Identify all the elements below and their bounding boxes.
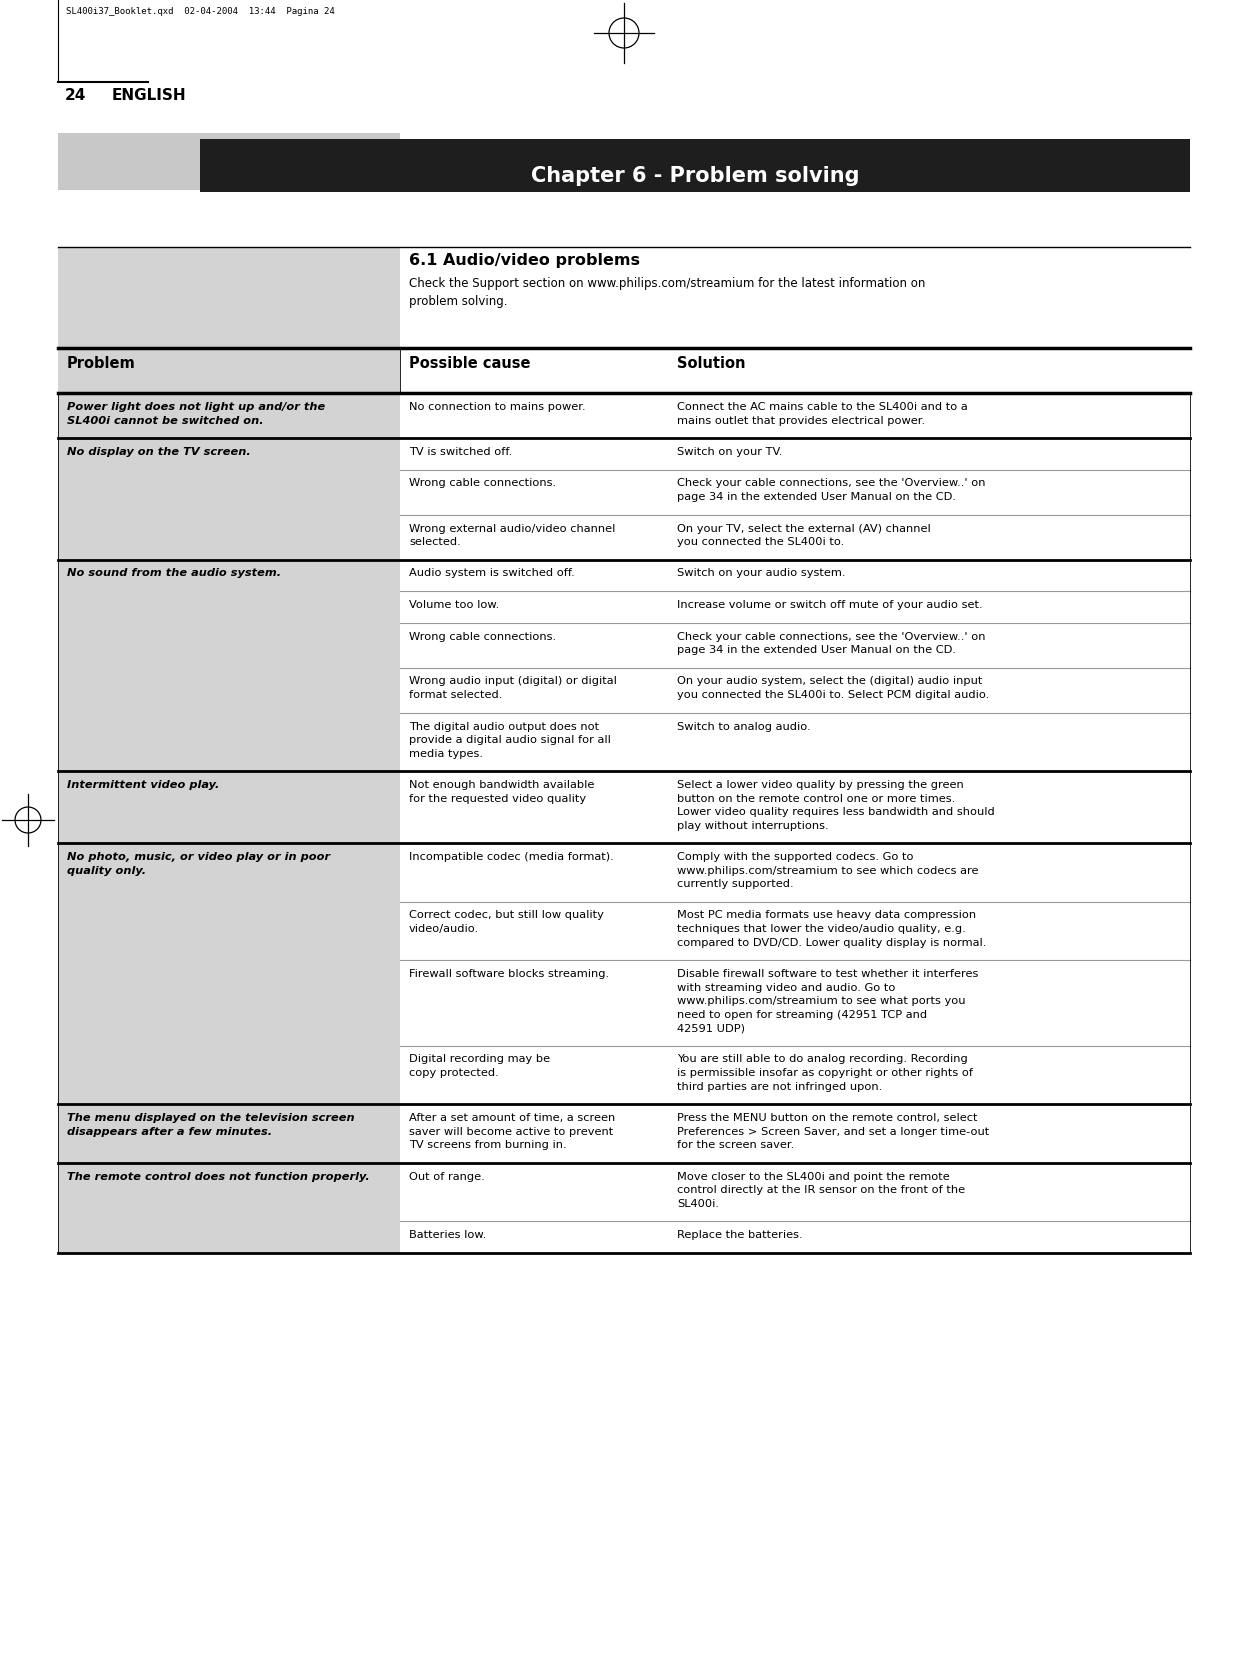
Bar [200, 139, 1190, 192]
Bar [58, 1104, 401, 1162]
Bar [58, 843, 401, 1104]
Text: Check your cable connections, see the 'Overview..' on
page 34 in the extended Us: Check your cable connections, see the 'O… [677, 478, 986, 503]
Text: Incompatible codec (media format).: Incompatible codec (media format). [409, 851, 614, 861]
Text: Firewall software blocks streaming.: Firewall software blocks streaming. [409, 969, 609, 979]
Text: Digital recording may be
copy protected.: Digital recording may be copy protected. [409, 1055, 551, 1078]
Text: No connection to mains power.: No connection to mains power. [409, 402, 585, 412]
Bar [58, 349, 401, 393]
Text: Switch on your TV.: Switch on your TV. [677, 446, 782, 456]
Bar [58, 438, 401, 559]
Text: ENGLISH: ENGLISH [112, 88, 187, 102]
Text: Replace the batteries.: Replace the batteries. [677, 1230, 802, 1240]
Text: On your audio system, select the (digital) audio input
you connected the SL400i : On your audio system, select the (digita… [677, 676, 990, 701]
Text: 6.1 Audio/video problems: 6.1 Audio/video problems [409, 253, 640, 268]
Text: Most PC media formats use heavy data compression
techniques that lower the video: Most PC media formats use heavy data com… [677, 911, 986, 947]
Text: Audio system is switched off.: Audio system is switched off. [409, 569, 575, 579]
Text: No display on the TV screen.: No display on the TV screen. [67, 446, 250, 456]
Text: No photo, music, or video play or in poor
quality only.: No photo, music, or video play or in poo… [67, 851, 330, 876]
Text: Wrong cable connections.: Wrong cable connections. [409, 631, 556, 641]
Text: Out of range.: Out of range. [409, 1172, 485, 1182]
Bar [58, 770, 401, 843]
Text: Batteries low.: Batteries low. [409, 1230, 486, 1240]
Text: TV is switched off.: TV is switched off. [409, 446, 512, 456]
Text: The menu displayed on the television screen
disappears after a few minutes.: The menu displayed on the television scr… [67, 1112, 355, 1137]
Text: Switch to analog audio.: Switch to analog audio. [677, 721, 811, 732]
Text: Press the MENU button on the remote control, select
Preferences > Screen Saver, : Press the MENU button on the remote cont… [677, 1112, 990, 1150]
Text: Check the Support section on www.philips.com/streamium for the latest informatio: Check the Support section on www.philips… [409, 278, 925, 309]
Text: Volume too low.: Volume too low. [409, 600, 500, 610]
Text: Not enough bandwidth available
for the requested video quality: Not enough bandwidth available for the r… [409, 780, 594, 803]
Text: Chapter 6 - Problem solving: Chapter 6 - Problem solving [531, 165, 859, 187]
Text: Solution: Solution [677, 355, 745, 370]
Text: Power light does not light up and/or the
SL400i cannot be switched on.: Power light does not light up and/or the… [67, 402, 325, 425]
Text: You are still able to do analog recording. Recording
is permissible insofar as c: You are still able to do analog recordin… [677, 1055, 973, 1091]
Bar [58, 246, 401, 349]
Text: Possible cause: Possible cause [409, 355, 531, 370]
Text: SL400i37_Booklet.qxd  02-04-2004  13:44  Pagina 24: SL400i37_Booklet.qxd 02-04-2004 13:44 Pa… [66, 7, 335, 17]
Text: Wrong external audio/video channel
selected.: Wrong external audio/video channel selec… [409, 524, 615, 547]
Text: Select a lower video quality by pressing the green
button on the remote control : Select a lower video quality by pressing… [677, 780, 994, 831]
Text: Wrong cable connections.: Wrong cable connections. [409, 478, 556, 489]
Text: No sound from the audio system.: No sound from the audio system. [67, 569, 281, 579]
Text: Correct codec, but still low quality
video/audio.: Correct codec, but still low quality vid… [409, 911, 604, 934]
Text: On your TV, select the external (AV) channel
you connected the SL400i to.: On your TV, select the external (AV) cha… [677, 524, 931, 547]
Text: Wrong audio input (digital) or digital
format selected.: Wrong audio input (digital) or digital f… [409, 676, 616, 701]
Bar [58, 132, 401, 190]
Text: Disable firewall software to test whether it interferes
with streaming video and: Disable firewall software to test whethe… [677, 969, 978, 1033]
Text: Switch on your audio system.: Switch on your audio system. [677, 569, 846, 579]
Text: Comply with the supported codecs. Go to
www.philips.com/streamium to see which c: Comply with the supported codecs. Go to … [677, 851, 978, 889]
Text: Problem: Problem [67, 355, 135, 370]
Text: The remote control does not function properly.: The remote control does not function pro… [67, 1172, 370, 1182]
Text: Check your cable connections, see the 'Overview..' on
page 34 in the extended Us: Check your cable connections, see the 'O… [677, 631, 986, 655]
Bar [58, 393, 401, 438]
Text: 24: 24 [64, 88, 87, 102]
Text: After a set amount of time, a screen
saver will become active to prevent
TV scre: After a set amount of time, a screen sav… [409, 1112, 615, 1150]
Text: Increase volume or switch off mute of your audio set.: Increase volume or switch off mute of yo… [677, 600, 982, 610]
Bar [58, 1162, 401, 1253]
Text: Move closer to the SL400i and point the remote
control directly at the IR sensor: Move closer to the SL400i and point the … [677, 1172, 965, 1208]
Text: Intermittent video play.: Intermittent video play. [67, 780, 219, 790]
Text: Connect the AC mains cable to the SL400i and to a
mains outlet that provides ele: Connect the AC mains cable to the SL400i… [677, 402, 967, 425]
Text: The digital audio output does not
provide a digital audio signal for all
media t: The digital audio output does not provid… [409, 721, 611, 759]
Bar [58, 559, 401, 770]
